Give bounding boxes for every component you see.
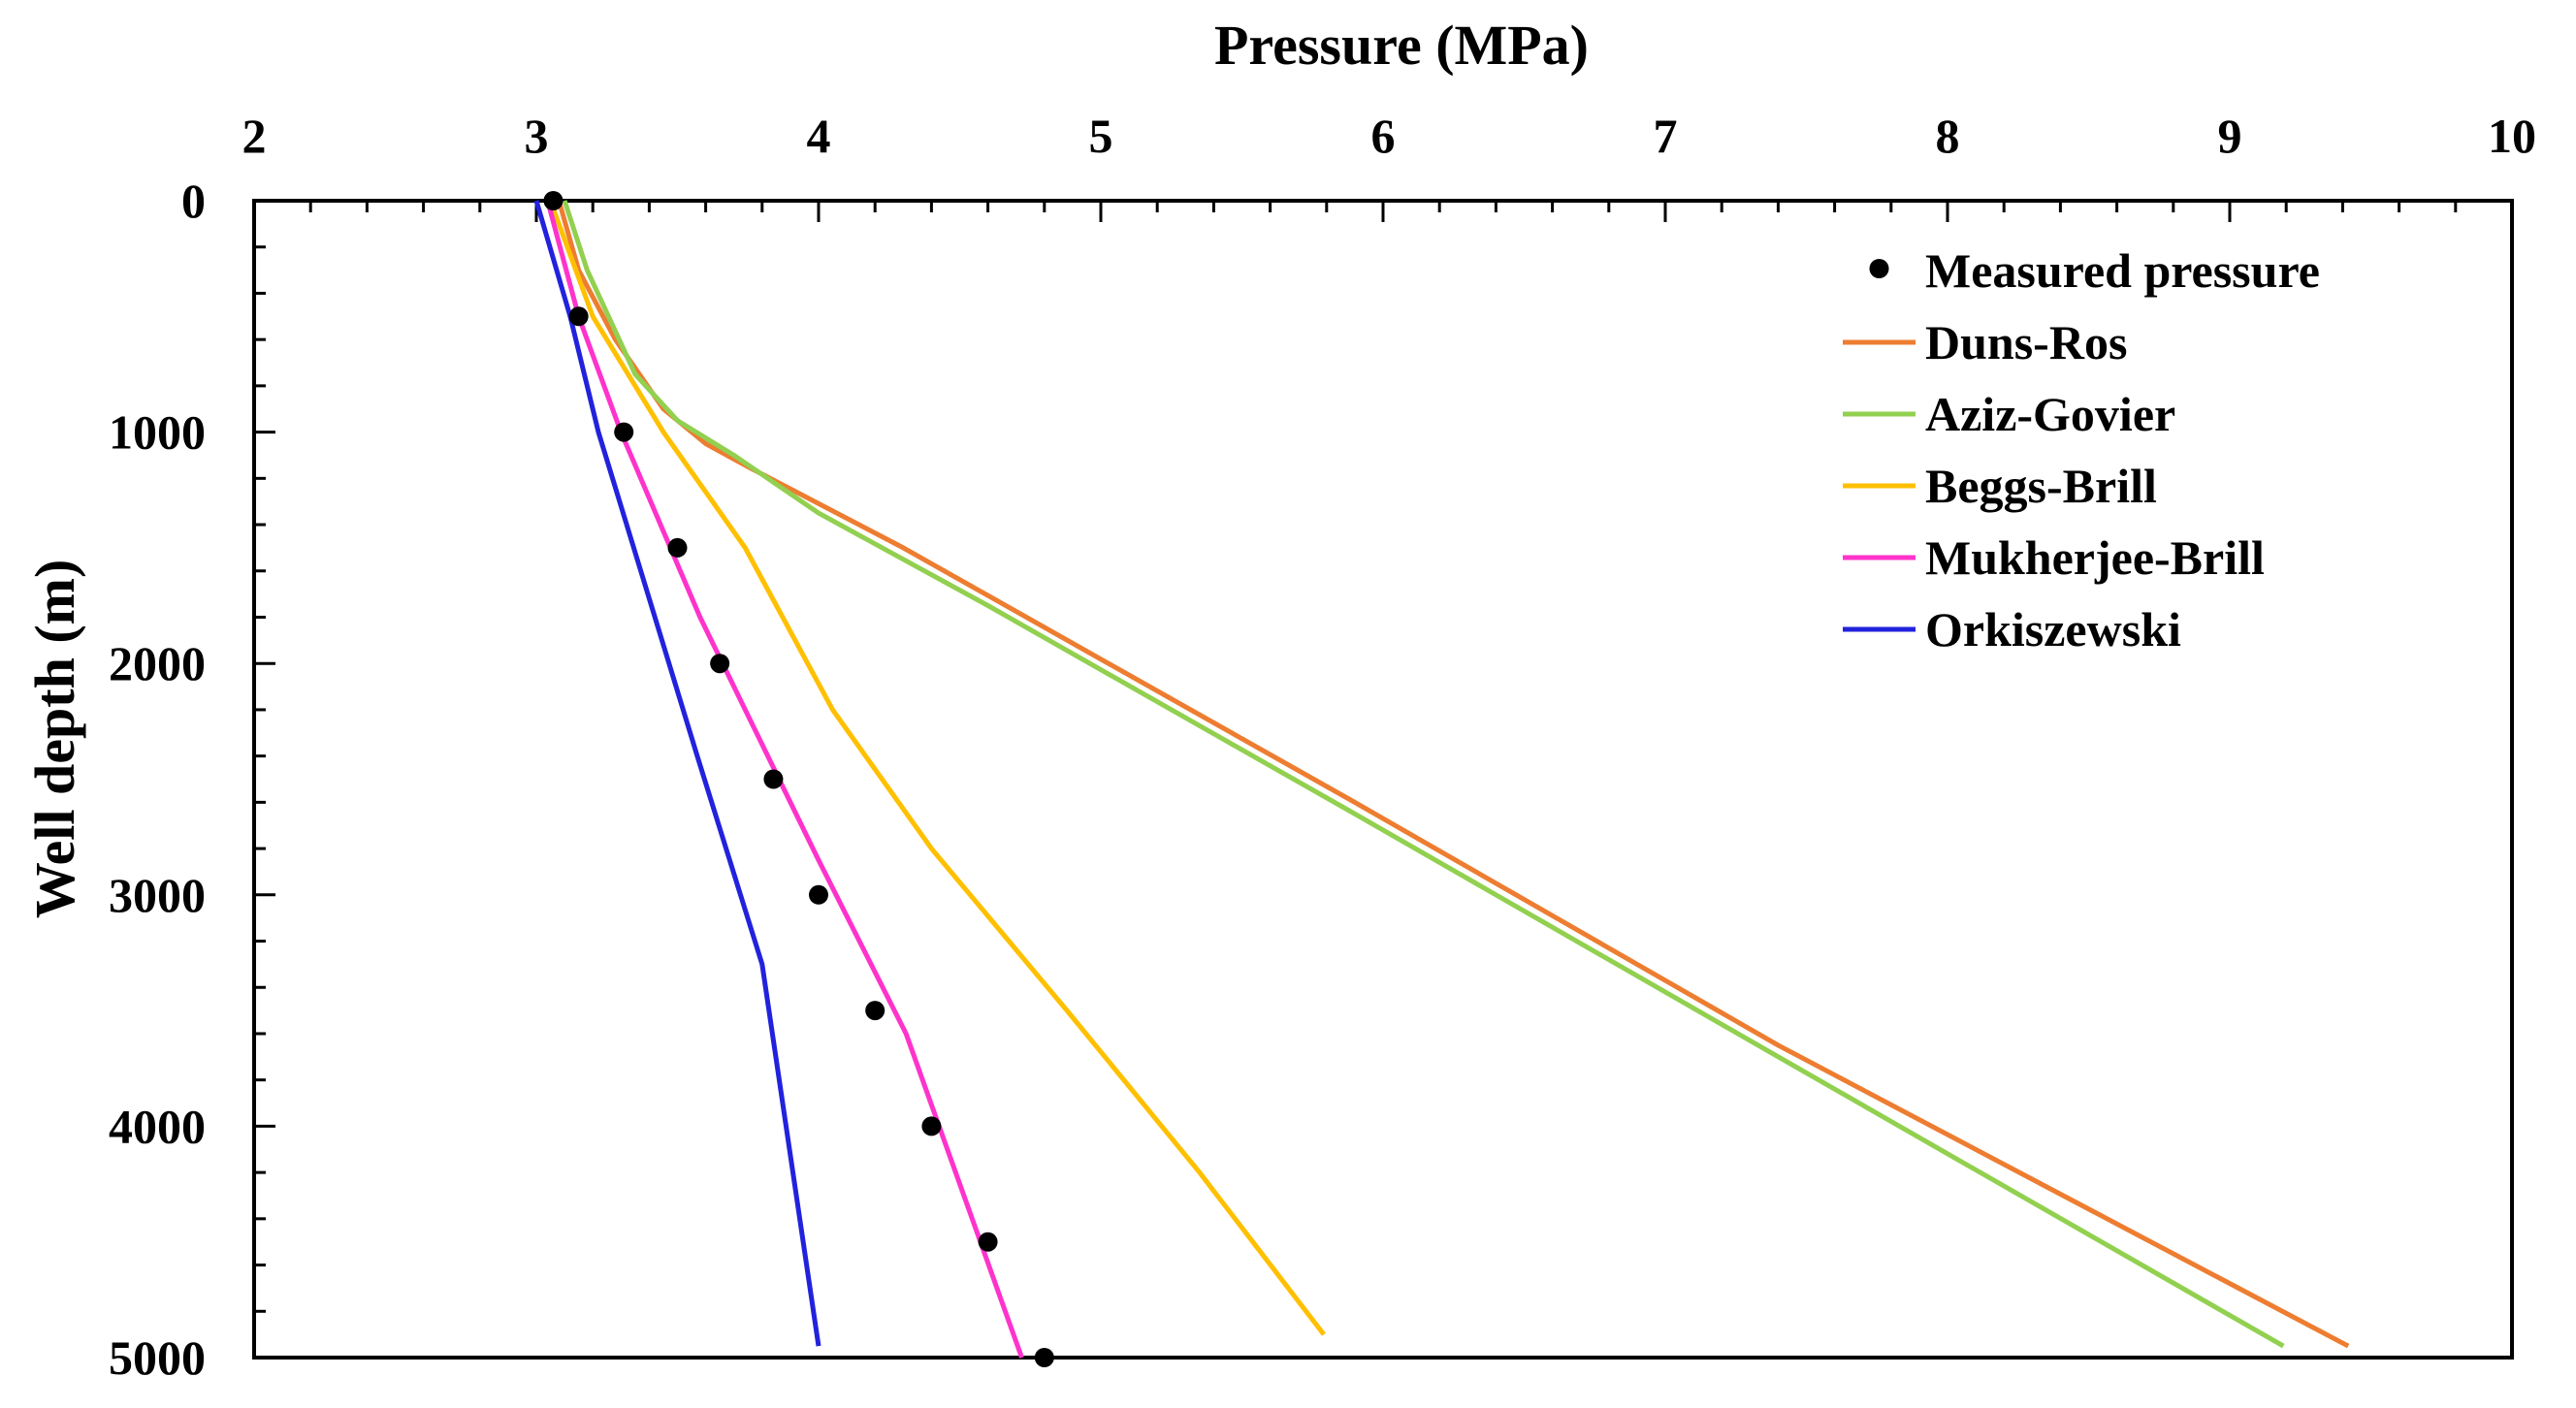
- series-layer: [533, 191, 2350, 1367]
- measured-pressure-point: [614, 422, 634, 442]
- x-tick-label: 8: [1936, 109, 1960, 163]
- y-tick-label: 3000: [109, 868, 206, 922]
- measured-pressure-point: [763, 769, 784, 789]
- series-line-aziz-govier: [562, 200, 2285, 1349]
- x-tick-label: 10: [2488, 109, 2536, 163]
- measured-pressure-point: [978, 1232, 998, 1252]
- y-tick-label: 4000: [109, 1099, 206, 1153]
- legend-label-aziz-govier: Aziz-Govier: [1925, 387, 2175, 441]
- y-axis-title: Well depth (m): [23, 560, 86, 919]
- series-line-beggs-brill: [548, 200, 1326, 1336]
- legend-marker-measured-pressure: [1869, 259, 1889, 278]
- y-tick-label: 5000: [109, 1330, 206, 1385]
- measured-pressure-point: [921, 1116, 942, 1136]
- measured-pressure-point: [865, 1001, 886, 1021]
- legend-label-measured-pressure: Measured pressure: [1925, 243, 2320, 298]
- x-tick-label: 5: [1089, 109, 1113, 163]
- x-tick-label: 2: [242, 109, 267, 163]
- y-tick-label: 1000: [109, 405, 206, 460]
- x-tick-label: 4: [807, 109, 831, 163]
- plot-frame: [252, 199, 2514, 1360]
- series-line-duns-ros: [556, 200, 2350, 1349]
- measured-pressure-point: [1034, 1348, 1054, 1367]
- series-line-mukherjee-brill: [545, 200, 1024, 1359]
- x-tick-label: 9: [2218, 109, 2242, 163]
- x-tick-label: 7: [1654, 109, 1678, 163]
- legend-label-duns-ros: Duns-Ros: [1925, 315, 2127, 369]
- x-axis-title: Pressure (MPa): [1214, 14, 1589, 77]
- x-tick-label: 3: [525, 109, 549, 163]
- legend: Measured pressure Duns-Ros Aziz-Govier Begg…: [1843, 243, 2320, 656]
- measured-pressure-point: [568, 306, 589, 327]
- axes-layer: 2 3 4 5 6 7 8 9 10 0 1000 2000 3000 4000 5000: [109, 109, 2536, 1385]
- y-tick-label: 2000: [109, 636, 206, 690]
- measured-pressure-point: [667, 537, 688, 558]
- measured-pressure-point: [809, 884, 828, 905]
- y-tick-label: 0: [181, 174, 206, 228]
- measured-pressure-point: [710, 654, 730, 674]
- legend-label-mukherjee-brill: Mukherjee-Brill: [1925, 530, 2265, 585]
- legend-label-beggs-brill: Beggs-Brill: [1925, 459, 2157, 513]
- x-tick-label: 6: [1371, 109, 1396, 163]
- measured-pressure-point: [543, 191, 564, 210]
- legend-label-orkiszewski: Orkiszewski: [1925, 602, 2181, 656]
